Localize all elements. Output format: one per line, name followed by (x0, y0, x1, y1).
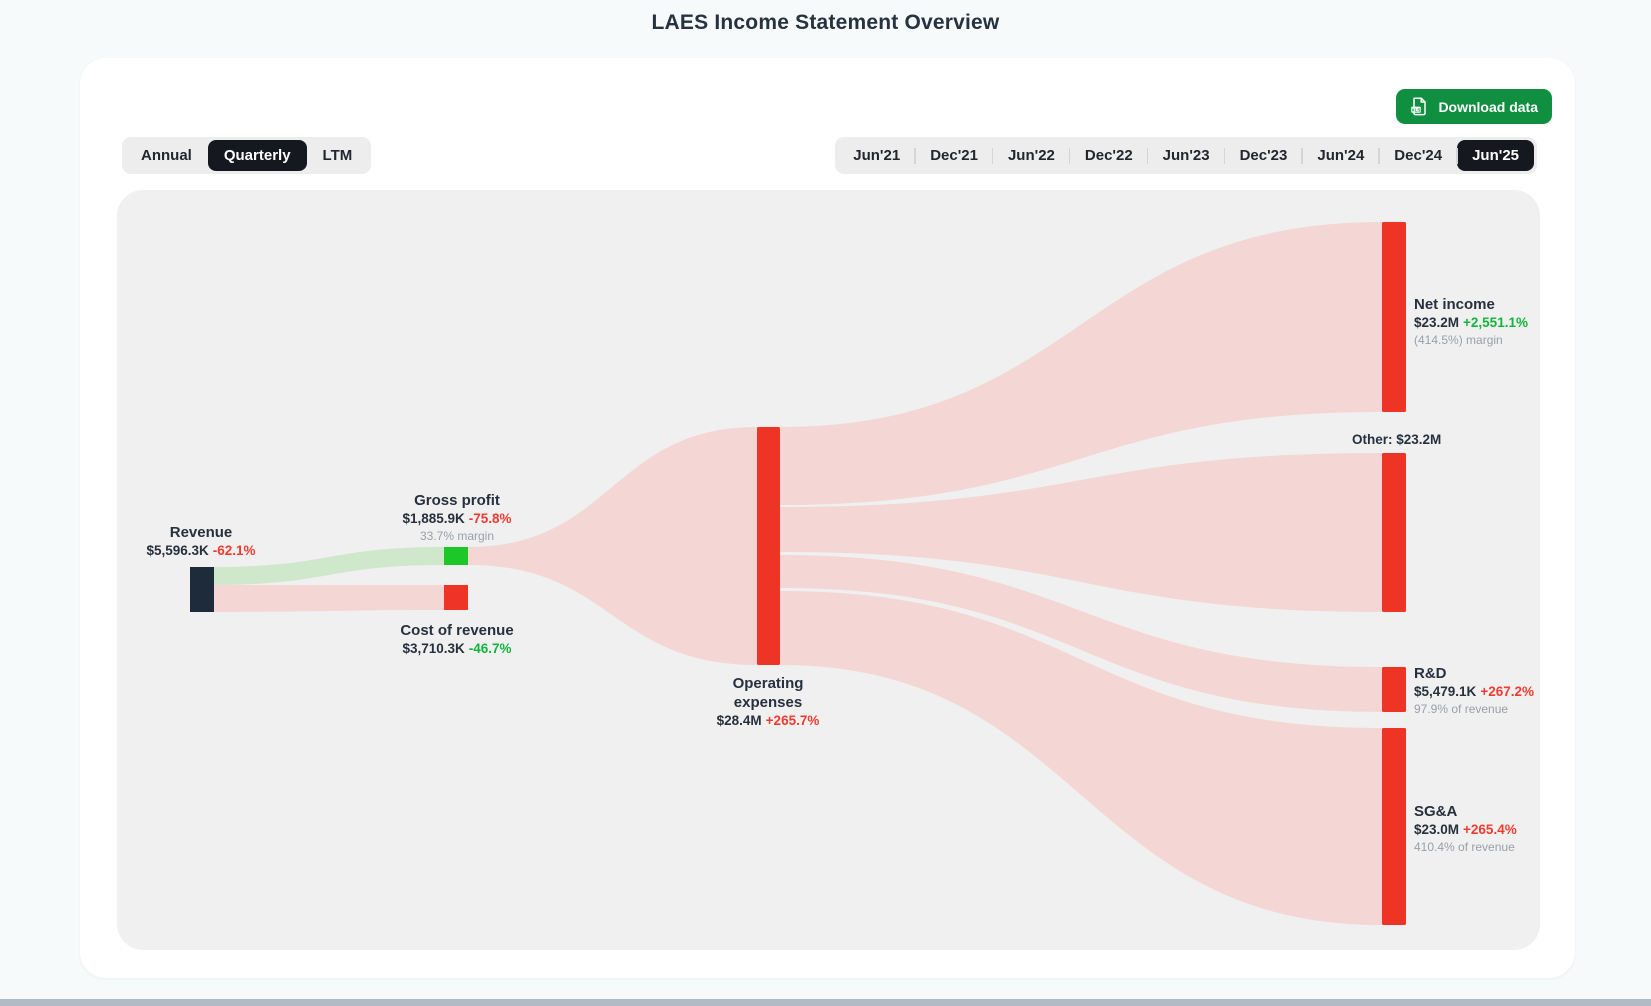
node-value: $1,885.9K (402, 511, 465, 526)
node-title: Gross profit (414, 492, 500, 509)
period-tab-jun25[interactable]: Jun'25 (1457, 140, 1534, 171)
controls-row: Annual Quarterly LTM Jun'21 Dec'21 Jun'2… (122, 137, 1537, 174)
download-button-label: Download data (1438, 98, 1538, 115)
node-rd-bar (1382, 667, 1406, 712)
node-label-revenue: Revenue $5,596.3K -62.1% (146, 523, 255, 559)
toggle-option-quarterly[interactable]: Quarterly (207, 140, 307, 171)
flow-gross-profit-operating-expenses (468, 427, 757, 665)
node-subtext: 33.7% margin (419, 529, 495, 543)
node-value: Other: $23.2M (1352, 432, 1442, 447)
sankey-diagram (190, 222, 1406, 925)
node-value: $3,710.3K (402, 641, 465, 656)
period-tabs: Jun'21 Dec'21 Jun'22 Dec'22 Jun'23 Dec'2… (835, 137, 1537, 174)
period-tab-dec21[interactable]: Dec'21 (915, 140, 993, 171)
flow-operating-expenses-other (780, 453, 1382, 612)
download-data-button[interactable]: XLS Download data (1396, 89, 1552, 124)
flow-revenue-gross-profit (214, 547, 444, 585)
flow-operating-expenses-net-income (780, 222, 1382, 505)
flow-operating-expenses-sga (780, 591, 1382, 925)
node-value: $5,479.1K (1414, 684, 1477, 699)
period-tab-jun21[interactable]: Jun'21 (838, 140, 915, 171)
view-toggle: Annual Quarterly LTM (122, 137, 372, 174)
node-label-gross-profit: Gross profit $1,885.9K -75.8% 33.7% margi… (402, 491, 511, 544)
node-value: $23.2M (1414, 315, 1460, 330)
node-revenue-bar (190, 567, 214, 612)
node-label-other: Other: $23.2M (1352, 432, 1441, 448)
page-title: LAES Income Statement Overview (651, 11, 1000, 34)
xls-file-icon: XLS (1411, 97, 1427, 116)
node-value: $23.0M (1414, 822, 1460, 837)
period-tab-jun23[interactable]: Jun'23 (1148, 140, 1225, 171)
node-title: Revenue (169, 524, 233, 541)
node-delta: -75.8% (468, 511, 512, 526)
node-net-income-bar (1382, 222, 1406, 412)
node-delta: +265.4% (1463, 822, 1517, 837)
node-subtext: 410.4% of revenue (1414, 840, 1515, 854)
node-label-sga: SG&A $23.0M +265.4% 410.4% of revenue (1414, 802, 1517, 855)
node-subtext: (414.5%) margin (1414, 333, 1503, 347)
node-value: $5,596.3K (146, 543, 209, 558)
node-title: Net income (1414, 296, 1495, 313)
node-delta: -46.7% (468, 641, 512, 656)
period-tab-dec23[interactable]: Dec'23 (1225, 140, 1303, 171)
node-sga-bar (1382, 728, 1406, 925)
period-tab-dec22[interactable]: Dec'22 (1070, 140, 1148, 171)
sankey-panel: Revenue $5,596.3K -62.1% Gross profit $1,… (117, 190, 1540, 950)
period-tab-jun24[interactable]: Jun'24 (1302, 140, 1379, 171)
svg-text:XLS: XLS (1412, 107, 1421, 112)
node-title: R&D (1414, 665, 1447, 682)
node-delta: +2,551.1% (1463, 315, 1528, 330)
node-other-bar (1382, 453, 1406, 612)
node-label-rd: R&D $5,479.1K +267.2% 97.9% of revenue (1414, 664, 1534, 717)
toggle-option-ltm[interactable]: LTM (307, 140, 369, 171)
node-title: SG&A (1414, 803, 1458, 820)
node-value: $28.4M (716, 713, 762, 728)
period-tab-jun22[interactable]: Jun'22 (993, 140, 1070, 171)
node-cost-of-revenue-bar (444, 585, 468, 610)
node-delta: -62.1% (212, 543, 256, 558)
node-label-cost-of-revenue: Cost of revenue $3,710.3K -46.7% (400, 621, 513, 657)
node-gross-profit-bar (444, 547, 468, 565)
toggle-option-annual[interactable]: Annual (125, 140, 208, 171)
node-label-net-income: Net income $23.2M +2,551.1% (414.5%) marg… (1414, 295, 1528, 348)
chart-card: XLS Download data Annual Quarterly LTM J… (80, 58, 1575, 978)
node-subtext: 97.9% of revenue (1414, 702, 1509, 716)
node-delta: +267.2% (1480, 684, 1534, 699)
flow-operating-expenses-rd (780, 555, 1382, 712)
period-tab-dec24[interactable]: Dec'24 (1379, 140, 1457, 171)
node-delta: +265.7% (765, 713, 820, 728)
bottom-edge-strip (0, 999, 1651, 1006)
node-label-operating-expenses: Operating expenses $28.4M +265.7% (716, 674, 820, 729)
flow-revenue-cost-of-revenue (214, 585, 444, 612)
node-title: Cost of revenue (400, 622, 514, 639)
node-operating-expenses-bar (757, 427, 780, 665)
node-title: Operating expenses (732, 675, 804, 711)
